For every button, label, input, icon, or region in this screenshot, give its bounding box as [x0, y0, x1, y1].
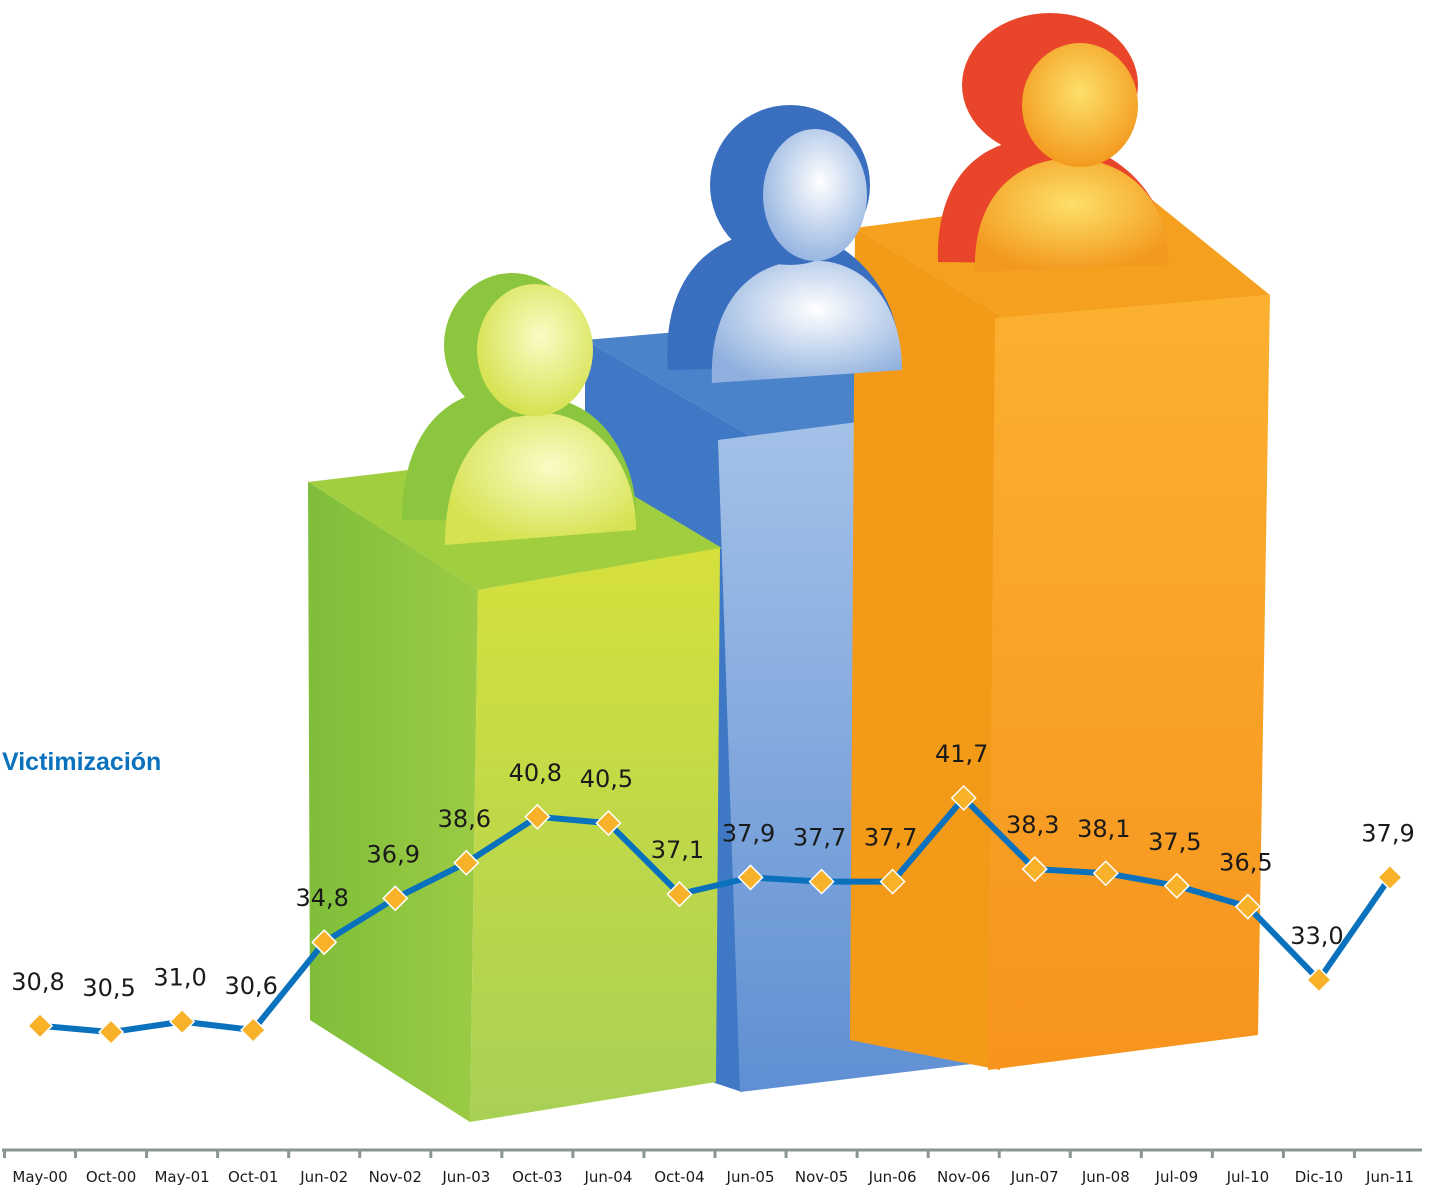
x-tick-label: May-01	[154, 1168, 209, 1186]
x-tick-label: Nov-06	[937, 1168, 990, 1186]
x-tick-label: Oct-04	[654, 1168, 704, 1186]
x-tick-label: Jun-06	[868, 1168, 917, 1186]
orange-person-icon	[937, 13, 1169, 272]
data-label: 33,0	[1290, 922, 1343, 950]
data-label: 30,6	[224, 972, 277, 1000]
x-tick-label: Jun-04	[583, 1168, 632, 1186]
data-point-marker	[879, 868, 906, 895]
data-label: 41,7	[935, 740, 988, 768]
data-label: 37,7	[864, 824, 917, 852]
x-tick-label: Jun-07	[1010, 1168, 1059, 1186]
data-point-marker	[1305, 966, 1333, 993]
pillars-illustration	[308, 13, 1270, 1122]
data-label: 38,1	[1077, 815, 1130, 843]
data-point-marker	[26, 1012, 54, 1039]
data-label: 36,5	[1219, 849, 1272, 877]
data-label: 38,6	[438, 805, 491, 833]
data-point-marker	[950, 784, 977, 812]
x-tick-label: Jul-09	[1155, 1168, 1199, 1186]
data-point-marker	[169, 1008, 196, 1035]
data-point-marker	[595, 810, 622, 837]
data-point-marker	[240, 1016, 267, 1044]
data-label: 34,8	[295, 884, 348, 912]
x-tick-label: Oct-03	[512, 1168, 562, 1186]
data-point-marker	[666, 881, 693, 908]
data-label: 31,0	[153, 964, 206, 992]
x-tick-label: Jun-02	[299, 1168, 348, 1186]
x-tick-label: Jun-11	[1365, 1168, 1414, 1186]
x-tick-label: Jul-10	[1226, 1168, 1270, 1186]
x-tick-label: Jun-05	[726, 1168, 775, 1186]
data-label: 37,9	[1361, 819, 1414, 847]
data-label: 37,5	[1148, 828, 1201, 856]
x-tick-label: Jun-08	[1081, 1168, 1130, 1186]
data-label: 38,3	[1006, 811, 1059, 839]
data-point-marker	[524, 803, 551, 830]
data-point-marker	[1092, 860, 1119, 887]
data-point-marker	[453, 849, 480, 876]
x-axis: May-00 Oct-00 May-01 Oct-01 Jun-02 Nov-02 Jun-…	[2, 1148, 1422, 1186]
x-tick-label: May-00	[12, 1168, 67, 1186]
green-person-icon	[402, 273, 637, 545]
data-label: 40,5	[580, 765, 633, 793]
data-label: 30,5	[82, 974, 135, 1002]
data-label: 37,9	[722, 819, 775, 847]
data-point-marker	[1163, 872, 1190, 899]
green-pillar	[308, 452, 722, 1122]
data-label: 37,7	[793, 824, 846, 852]
x-tick-label: Oct-01	[228, 1168, 278, 1186]
data-label: 40,8	[509, 759, 562, 787]
data-point-marker	[1234, 893, 1261, 920]
orange-pillar	[850, 190, 1270, 1070]
data-point-marker	[97, 1019, 125, 1046]
data-point-marker	[808, 868, 835, 895]
data-point-marker	[737, 864, 764, 891]
blue-person-icon	[667, 105, 902, 383]
data-label: 30,8	[11, 968, 64, 996]
series-line	[39, 795, 1393, 1036]
data-point-marker	[1021, 856, 1048, 883]
data-label: 37,1	[651, 836, 704, 864]
x-tick-label: Nov-05	[795, 1168, 848, 1186]
data-point-marker	[1376, 864, 1404, 891]
data-label: 36,9	[367, 840, 420, 868]
series-title: Victimización	[2, 748, 162, 776]
data-point-marker	[382, 885, 409, 912]
data-point-marker	[311, 929, 338, 956]
x-tick-label: Nov-02	[369, 1168, 422, 1186]
x-tick-label: Jun-03	[441, 1168, 490, 1186]
x-tick-label: Dic-10	[1295, 1168, 1343, 1186]
x-tick-label: Oct-00	[86, 1168, 136, 1186]
